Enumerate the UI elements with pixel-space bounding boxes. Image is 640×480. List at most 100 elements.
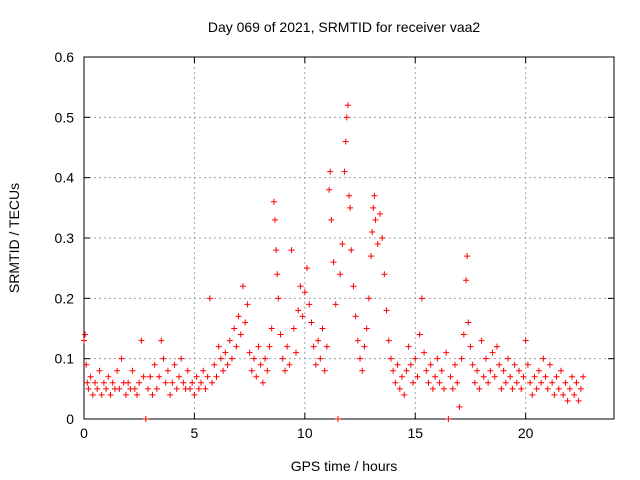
data-point — [306, 301, 313, 308]
data-point — [341, 168, 348, 175]
data-point — [342, 138, 349, 145]
data-point — [359, 367, 366, 374]
data-point — [368, 253, 375, 260]
data-point — [390, 367, 397, 374]
data-point — [467, 343, 474, 350]
data-point — [452, 361, 458, 368]
data-point — [116, 385, 123, 392]
data-point — [566, 385, 573, 392]
data-point — [173, 385, 180, 392]
data-point — [107, 391, 114, 398]
data-point — [242, 319, 249, 326]
data-point — [334, 416, 341, 422]
data-point — [560, 391, 567, 398]
data-point — [191, 391, 198, 398]
data-point — [454, 379, 461, 386]
data-point — [482, 355, 489, 362]
data-point — [410, 379, 417, 386]
data-point — [195, 385, 202, 392]
data-point — [429, 385, 436, 392]
data-point — [327, 168, 334, 175]
data-point — [319, 325, 326, 332]
data-point — [178, 355, 185, 362]
data-point — [354, 337, 361, 344]
data-point — [156, 373, 163, 380]
data-point — [538, 379, 545, 386]
data-point — [447, 373, 454, 380]
data-point — [304, 265, 311, 272]
data-point — [299, 313, 306, 320]
data-point — [253, 373, 260, 380]
data-point — [131, 385, 138, 392]
x-tick-label: 20 — [518, 425, 534, 441]
chart-title: Day 069 of 2021, SRMTID for receiver vaa… — [208, 19, 481, 35]
data-point — [332, 301, 339, 308]
data-point — [456, 403, 463, 410]
x-axis-label: GPS time / hours — [291, 458, 398, 474]
data-point — [224, 361, 231, 368]
data-point — [546, 361, 553, 368]
data-point — [458, 355, 465, 362]
data-point — [255, 343, 262, 350]
data-point — [540, 355, 547, 362]
data-point — [284, 343, 291, 350]
data-point — [480, 373, 487, 380]
data-point — [222, 349, 229, 356]
data-point — [575, 397, 582, 404]
x-tick-label: 0 — [80, 425, 88, 441]
data-point — [209, 379, 216, 386]
data-point — [233, 343, 240, 350]
data-point — [346, 192, 352, 199]
data-point — [520, 373, 527, 380]
data-point — [215, 343, 222, 350]
data-point — [82, 331, 89, 338]
data-point — [571, 391, 578, 398]
data-point — [251, 355, 258, 362]
data-point — [502, 379, 509, 386]
data-point — [118, 355, 125, 362]
data-point — [308, 319, 315, 326]
data-point — [344, 102, 351, 109]
data-point — [237, 331, 244, 338]
data-point — [187, 385, 193, 392]
data-points — [81, 102, 587, 422]
data-point — [301, 289, 308, 296]
y-tick-label: 0.6 — [55, 49, 75, 65]
data-point — [505, 355, 511, 362]
data-point — [485, 379, 492, 386]
data-point — [432, 373, 439, 380]
data-point — [297, 283, 304, 290]
data-point — [87, 373, 94, 380]
data-point — [217, 355, 224, 362]
data-point — [443, 349, 450, 356]
data-point — [193, 373, 200, 380]
data-point — [562, 379, 569, 386]
data-point — [94, 385, 101, 392]
data-point — [169, 379, 176, 386]
data-point — [418, 295, 425, 302]
data-point — [274, 271, 281, 278]
data-point — [423, 367, 430, 374]
data-point — [555, 385, 562, 392]
data-point — [321, 367, 328, 374]
data-point — [376, 210, 383, 217]
data-point — [487, 367, 494, 374]
y-axis-ticks: 0 0.1 0.2 0.3 0.4 0.5 0.6 — [55, 49, 614, 427]
data-point — [383, 307, 390, 314]
data-point — [558, 367, 564, 374]
data-point — [401, 391, 408, 398]
data-point — [449, 385, 456, 392]
data-point — [288, 247, 295, 254]
data-point — [162, 379, 169, 386]
data-point — [370, 204, 377, 211]
y-tick-label: 0.5 — [55, 109, 75, 125]
data-point — [405, 343, 412, 350]
data-point — [569, 373, 576, 380]
data-point — [350, 283, 357, 290]
data-point — [226, 337, 233, 344]
data-point — [164, 367, 171, 374]
data-point — [352, 313, 359, 320]
data-point — [516, 367, 523, 374]
data-point — [343, 114, 350, 121]
data-point — [175, 373, 182, 380]
